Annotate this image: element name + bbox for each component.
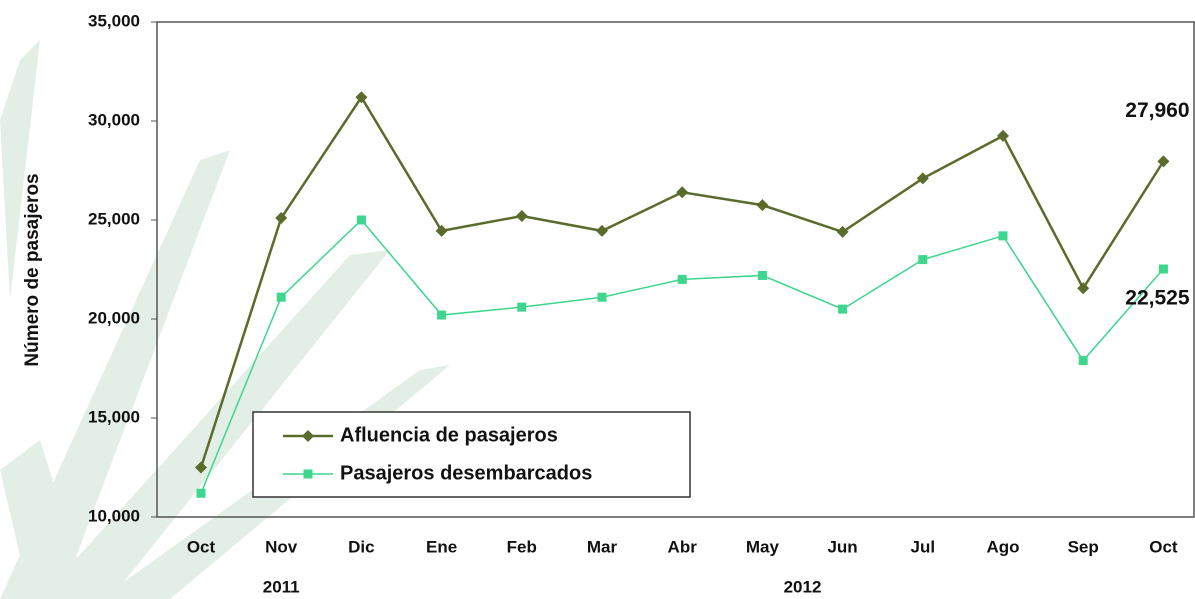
- point: [195, 461, 207, 474]
- point: [596, 224, 608, 237]
- x-tick-label: Feb: [507, 537, 537, 556]
- point: [276, 292, 286, 302]
- point: [676, 186, 689, 199]
- point: [196, 488, 206, 498]
- x-tick-label: Oct: [1149, 537, 1178, 556]
- legend-marker: [303, 469, 313, 479]
- point: [1158, 264, 1168, 274]
- point: [517, 302, 527, 312]
- y-tick-label: 35,000: [88, 11, 140, 30]
- y-tick-label: 20,000: [88, 308, 140, 327]
- point: [1078, 356, 1088, 366]
- legend-label: Pasajeros desembarcados: [340, 462, 592, 484]
- point: [515, 210, 528, 223]
- group-label: 2011: [263, 577, 300, 596]
- point: [677, 274, 687, 284]
- x-tick-label: Mar: [587, 537, 618, 556]
- point: [918, 255, 928, 265]
- y-tick-label: 15,000: [88, 407, 140, 426]
- point: [997, 129, 1009, 142]
- point: [597, 292, 607, 302]
- point: [437, 310, 447, 320]
- point: [435, 224, 448, 237]
- x-tick-label: Dic: [348, 537, 374, 556]
- plot-area: [156, 21, 1195, 518]
- point: [757, 270, 767, 280]
- legend-marker: [302, 430, 314, 442]
- point: [356, 215, 366, 225]
- point: [998, 231, 1008, 241]
- y-tick-label: 10,000: [88, 506, 140, 525]
- y-tick-label: 25,000: [88, 209, 140, 228]
- x-tick-label: Nov: [265, 537, 298, 556]
- legend-label: Afluencia de pasajeros: [340, 424, 558, 446]
- value-label: 22,525: [1125, 287, 1190, 310]
- y-axis-label: Número de pasajeros: [22, 173, 43, 366]
- point: [1157, 155, 1170, 168]
- group-label: 2012: [784, 577, 822, 596]
- x-tick-label: Abr: [668, 537, 698, 556]
- x-tick-label: Jun: [827, 537, 857, 556]
- point: [1077, 282, 1090, 295]
- point: [756, 199, 769, 212]
- y-tick-label: 30,000: [88, 110, 140, 129]
- x-tick-label: Jul: [911, 537, 936, 556]
- x-tick-label: May: [746, 537, 780, 556]
- x-tick-label: Ene: [426, 537, 457, 556]
- point: [916, 172, 929, 185]
- point: [836, 225, 849, 238]
- background-leaves: [0, 40, 450, 599]
- value-label: 27,960: [1125, 99, 1189, 122]
- x-tick-label: Ago: [986, 537, 1019, 556]
- point: [838, 304, 848, 314]
- point: [275, 212, 288, 225]
- point: [355, 91, 368, 104]
- x-tick-label: Oct: [187, 537, 216, 556]
- legend-box: [252, 411, 691, 498]
- x-tick-label: Sep: [1068, 537, 1099, 556]
